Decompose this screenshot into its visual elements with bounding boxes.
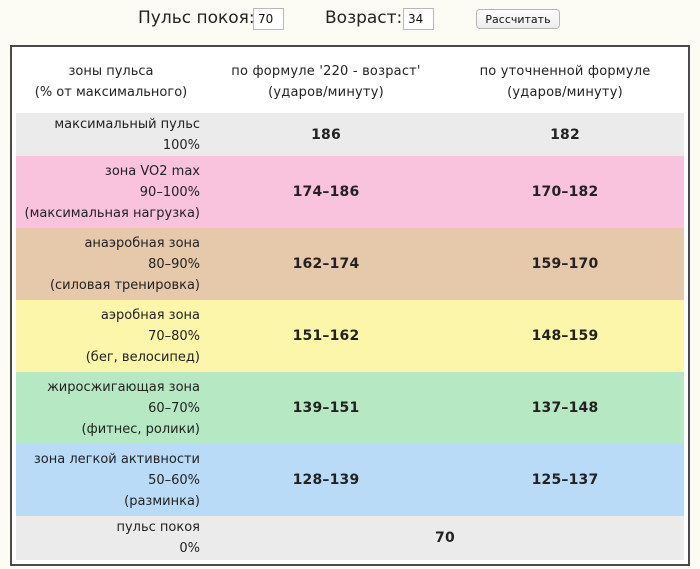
- zone-percent: 60–70%: [148, 400, 200, 416]
- zone-name: анаэробная зона: [84, 235, 200, 251]
- zone-label-cell: жиросжигающая зона 60–70% (фитнес, ролик…: [16, 372, 206, 444]
- zone-label-cell: зона легкой активности 50–60% (разминка): [16, 444, 206, 516]
- zone-label-cell: анаэробная зона 80–90% (силовая трениров…: [16, 228, 206, 300]
- calculate-button[interactable]: Рассчитать: [476, 9, 560, 29]
- header-formula-220-cell: по формуле '220 - возраст' (ударов/минут…: [206, 51, 446, 113]
- refined-formula-value: 137–148: [531, 400, 599, 416]
- heart-rate-zones-table: зоны пульса (% от максимального) по форм…: [10, 45, 690, 566]
- zone-name: жиросжигающая зона: [47, 379, 200, 395]
- table-row-light-activity-zone: зона легкой активности 50–60% (разминка)…: [16, 444, 684, 516]
- zone-name: зона VO2 max: [104, 163, 200, 179]
- zone-percent: 100%: [162, 137, 200, 153]
- header-formula-220-unit: (ударов/минуту): [268, 85, 384, 100]
- header-refined-formula-unit: (ударов/минуту): [507, 85, 623, 100]
- table-row-fat-burning-zone: жиросжигающая зона 60–70% (фитнес, ролик…: [16, 372, 684, 444]
- zone-name: зона легкой активности: [33, 451, 200, 467]
- zone-percent: 80–90%: [148, 256, 200, 272]
- formula-220-value: 174–186: [292, 184, 360, 200]
- refined-formula-value: 182: [550, 126, 580, 143]
- header-zones-title: зоны пульса: [68, 64, 154, 79]
- zone-activity: (фитнес, ролики): [81, 421, 200, 437]
- header-zones-subtitle: (% от максимального): [34, 85, 188, 100]
- resting-pulse-label: Пульс покоя:: [138, 8, 255, 28]
- table-row-max-pulse: максимальный пульс 100% 186 182: [16, 113, 684, 156]
- formula-220-value: 186: [311, 126, 341, 143]
- zone-label-cell: зона VO2 max 90–100% (максимальная нагру…: [16, 156, 206, 228]
- header-zones-cell: зоны пульса (% от максимального): [16, 51, 206, 113]
- table-row-aerobic-zone: аэробная зона 70–80% (бег, велосипед) 15…: [16, 300, 684, 372]
- zone-label-cell: максимальный пульс 100%: [16, 113, 206, 156]
- zone-percent: 90–100%: [139, 184, 200, 200]
- zone-activity: (бег, велосипед): [85, 349, 200, 365]
- zone-percent: 50–60%: [148, 472, 200, 488]
- zone-activity: (максимальная нагрузка): [24, 205, 201, 221]
- refined-formula-value: 159–170: [531, 256, 599, 272]
- formula-220-value: 151–162: [292, 328, 360, 344]
- table-row-resting-pulse: пульс покоя 0% 70: [16, 516, 684, 560]
- resting-label-cell: пульс покоя 0%: [16, 516, 206, 560]
- zone-activity: (разминка): [124, 493, 200, 509]
- calculator-form: Пульс покоя: Возраст: Рассчитать: [0, 0, 700, 42]
- resting-pulse-name: пульс покоя: [116, 520, 200, 535]
- zone-label-cell: аэробная зона 70–80% (бег, велосипед): [16, 300, 206, 372]
- zone-name: максимальный пульс: [54, 116, 200, 132]
- refined-formula-value: 125–137: [531, 472, 599, 488]
- zone-name: аэробная зона: [100, 307, 200, 323]
- zone-activity: (силовая тренировка): [49, 277, 200, 293]
- table-row-anaerobic-zone: анаэробная зона 80–90% (силовая трениров…: [16, 228, 684, 300]
- formula-220-value: 162–174: [292, 256, 360, 272]
- header-refined-formula-title: по уточненной формуле: [479, 64, 651, 79]
- resting-pulse-percent: 0%: [179, 541, 200, 556]
- age-input[interactable]: [403, 8, 434, 30]
- header-refined-formula-cell: по уточненной формуле (ударов/минуту): [446, 51, 684, 113]
- header-formula-220-title: по формуле '220 - возраст': [231, 64, 421, 79]
- formula-220-value: 139–151: [292, 400, 360, 416]
- age-label: Возраст:: [325, 8, 403, 28]
- refined-formula-value: 170–182: [531, 184, 599, 200]
- formula-220-value: 128–139: [292, 472, 360, 488]
- table-row-vo2max-zone: зона VO2 max 90–100% (максимальная нагру…: [16, 156, 684, 228]
- zone-percent: 70–80%: [148, 328, 200, 344]
- resting-pulse-value: 70: [435, 530, 455, 546]
- resting-pulse-input[interactable]: [253, 8, 284, 30]
- table-header-row: зоны пульса (% от максимального) по форм…: [16, 51, 684, 113]
- refined-formula-value: 148–159: [531, 328, 599, 344]
